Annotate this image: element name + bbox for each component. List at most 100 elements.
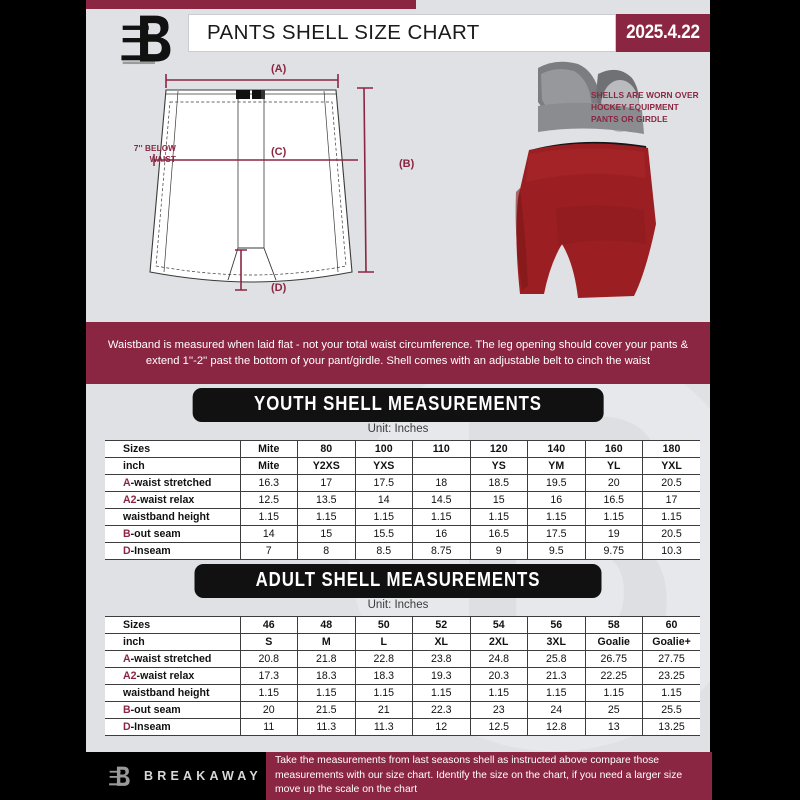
table-cell: 160 xyxy=(584,440,643,458)
table-cell: 9.5 xyxy=(527,542,585,560)
table-cell: 20.8 xyxy=(239,650,298,668)
table-cell: 13.25 xyxy=(642,718,700,736)
header: PANTS SHELL SIZE CHART 2025.4.22 xyxy=(86,9,710,65)
instruction-banner-text: Waistband is measured when laid flat - n… xyxy=(107,338,689,367)
table-cell: 20 xyxy=(239,701,298,719)
row-label: A-waist stretched xyxy=(105,650,240,668)
table-cell: 7 xyxy=(239,542,298,560)
table-cell: Goalie xyxy=(584,633,643,651)
table-row: inch Mite Y2XS YXS YS YM YL YXL xyxy=(105,457,700,475)
table-cell: 16.5 xyxy=(584,491,643,509)
table-cell: 1.15 xyxy=(297,684,355,702)
table-cell xyxy=(412,457,470,475)
table-cell: 80 xyxy=(297,440,355,458)
table-cell: 26.75 xyxy=(584,650,643,668)
table-cell: 17 xyxy=(642,491,700,509)
footer-brand: BREAKAWAY xyxy=(86,752,276,800)
table-row: waistband height 1.15 1.15 1.15 1.15 1.15 1.15… xyxy=(105,684,700,702)
table-cell: 17 xyxy=(297,474,355,492)
table-cell: 9 xyxy=(469,542,528,560)
table-cell: YXS xyxy=(354,457,413,475)
table-cell: 14 xyxy=(239,525,298,543)
date-text: 2025.4.22 xyxy=(626,22,700,43)
row-label: B-out seam xyxy=(105,525,240,543)
table-cell: 10.3 xyxy=(642,542,700,560)
table-cell: 1.15 xyxy=(469,684,528,702)
table-row: D-Inseam 11 11.3 11.3 12 12.5 12.8 13 13.25 xyxy=(105,718,700,736)
row-label: inch xyxy=(105,633,240,651)
table-cell: 22.8 xyxy=(354,650,413,668)
table-cell: 18.5 xyxy=(469,474,528,492)
title-box: PANTS SHELL SIZE CHART xyxy=(188,14,616,52)
adult-table-wrapper: Sizes 46 48 50 52 54 56 58 60 inch S M L XL 2XL 3XL Goal… xyxy=(105,616,700,736)
youth-section-title-text: YOUTH SHELL MEASUREMENTS xyxy=(254,393,542,415)
table-cell: 1.15 xyxy=(239,684,298,702)
table-cell: 15 xyxy=(297,525,355,543)
table-cell: 25.8 xyxy=(527,650,585,668)
table-cell: 20.5 xyxy=(642,474,700,492)
table-cell: 17.5 xyxy=(527,525,585,543)
table-cell: 12 xyxy=(412,718,470,736)
table-row: inch S M L XL 2XL 3XL Goalie Goalie+ xyxy=(105,633,700,651)
row-label-prefix: B xyxy=(123,704,131,716)
row-label-prefix: A xyxy=(123,477,131,489)
table-cell: YL xyxy=(584,457,643,475)
table-cell: YXL xyxy=(642,457,700,475)
top-accent-bar xyxy=(86,0,416,9)
table-cell: 17.3 xyxy=(239,667,298,685)
table-cell: M xyxy=(297,633,355,651)
table-row: Sizes Mite 80 100 110 120 140 160 180 xyxy=(105,440,700,458)
row-label: waistband height xyxy=(105,508,240,526)
table-row: A-waist stretched 16.3 17 17.5 18 18.5 19.5 20 2… xyxy=(105,474,700,492)
table-cell: 23.8 xyxy=(412,650,470,668)
table-cell: 56 xyxy=(527,616,585,634)
row-label: A-waist stretched xyxy=(105,474,240,492)
footer-instructions-text: Take the measurements from last seasons … xyxy=(275,754,683,796)
youth-unit-label: Unit: Inches xyxy=(367,423,429,435)
table-cell: 14.5 xyxy=(412,491,470,509)
table-cell: 9.75 xyxy=(584,542,643,560)
sheet-content: PANTS SHELL SIZE CHART 2025.4.22 xyxy=(86,0,710,800)
table-cell: 1.15 xyxy=(584,684,643,702)
table-cell: 1.15 xyxy=(527,684,585,702)
date-badge: 2025.4.22 xyxy=(616,14,710,52)
table-cell: 1.15 xyxy=(239,508,298,526)
youth-table-wrapper: Sizes Mite 80 100 110 120 140 160 180 inch Mite Y2X… xyxy=(105,440,700,560)
table-cell: 12.5 xyxy=(239,491,298,509)
table-cell: 1.15 xyxy=(642,508,700,526)
row-label-prefix: A2 xyxy=(123,670,137,682)
table-cell: 16.5 xyxy=(469,525,528,543)
table-cell: YM xyxy=(527,457,585,475)
table-cell: 52 xyxy=(412,616,470,634)
youth-measurements-table: Sizes Mite 80 100 110 120 140 160 180 inch Mite Y2X… xyxy=(105,440,700,560)
below-waist-label: 7'' BELOW WAIST xyxy=(133,144,176,165)
footer: BREAKAWAY Take the measurements from las… xyxy=(0,752,800,800)
table-row: A2-waist relax 12.5 13.5 14 14.5 15 16 16.5 17 xyxy=(105,491,700,509)
table-cell: 1.15 xyxy=(469,508,528,526)
table-cell: 23 xyxy=(469,701,528,719)
table-cell: 25 xyxy=(584,701,643,719)
row-label: D-Inseam xyxy=(105,718,240,736)
marker-a-label: (A) xyxy=(271,63,287,75)
table-cell: 25.5 xyxy=(642,701,700,719)
table-cell: YS xyxy=(469,457,528,475)
adult-section-title-text: ADULT SHELL MEASUREMENTS xyxy=(255,569,541,591)
table-cell: 20.5 xyxy=(642,525,700,543)
table-cell: 24 xyxy=(527,701,585,719)
row-label-prefix: D xyxy=(123,545,131,557)
table-cell: 110 xyxy=(412,440,470,458)
youth-section-title: YOUTH SHELL MEASUREMENTS xyxy=(192,388,604,422)
table-cell: 120 xyxy=(469,440,528,458)
table-cell: 8.75 xyxy=(412,542,470,560)
table-row: A2-waist relax 17.3 18.3 18.3 19.3 20.3 21.3 22… xyxy=(105,667,700,685)
row-label: A2-waist relax xyxy=(105,667,240,685)
table-cell: Mite xyxy=(239,457,298,475)
table-cell: 18.3 xyxy=(297,667,355,685)
table-cell: 46 xyxy=(239,616,298,634)
marker-d-label: (D) xyxy=(271,282,287,294)
table-cell: 1.15 xyxy=(412,684,470,702)
table-cell: 58 xyxy=(584,616,643,634)
footer-brand-name: BREAKAWAY xyxy=(144,769,262,783)
row-label: Sizes xyxy=(105,616,240,634)
table-cell: XL xyxy=(412,633,470,651)
